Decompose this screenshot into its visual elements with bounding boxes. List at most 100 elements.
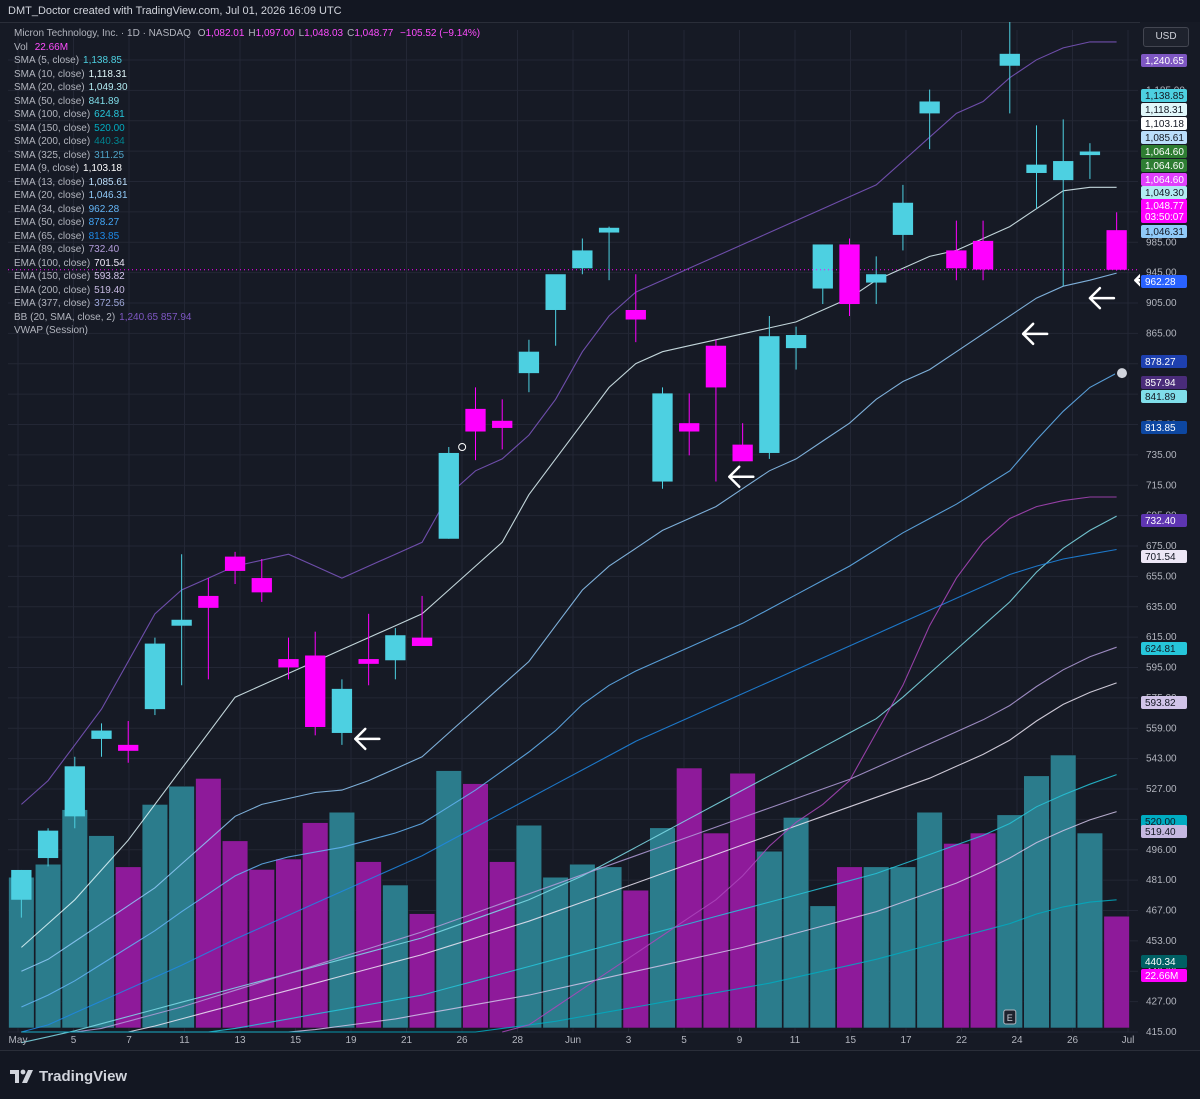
volume-bar <box>489 861 516 1029</box>
arrow-left-icon <box>1021 322 1049 346</box>
volume-bar <box>809 905 836 1029</box>
time-axis: May 5 7 11 13 15 19 21 26 28 Jun 3 5 9 11 15 17 22 24 26 Jul <box>9 1035 1135 1046</box>
legend-item-label: EMA (20, close) <box>14 190 85 201</box>
ohlc-c: C1,048.77 <box>347 28 394 39</box>
ohlc-l: L1,048.03 <box>298 28 344 39</box>
legend-item[interactable]: SMA (150, close) 520.00 <box>14 122 480 136</box>
legend-item-value: 1,085.61 <box>88 176 128 188</box>
legend-item[interactable]: EMA (13, close) 1,085.61 <box>14 176 480 190</box>
price-badge: 1,064.60 <box>1141 159 1187 172</box>
legend-item-label: SMA (5, close) <box>14 55 80 66</box>
legend-item[interactable]: SMA (20, close) 1,049.30 <box>14 81 480 95</box>
legend-item[interactable]: EMA (20, close) 1,046.31 <box>14 189 480 203</box>
price-badge: 1,049.30 <box>1141 186 1187 199</box>
legend-item-value: 519.40 <box>94 284 125 296</box>
candle <box>91 723 112 757</box>
legend-item[interactable]: SMA (50, close) 841.89 <box>14 95 480 109</box>
candle-body <box>251 578 272 593</box>
candle-body <box>866 274 887 283</box>
candle <box>1026 125 1047 209</box>
candle <box>331 679 353 745</box>
candle-body <box>492 420 513 428</box>
legend-item[interactable]: EMA (200, close) 519.40 <box>14 284 480 298</box>
header-bar: DMT_Doctor created with TradingView.com,… <box>0 0 1200 23</box>
price-chart[interactable]: E 1,225.001,185.001,145.001,105.001,065.… <box>0 22 1200 1050</box>
candle <box>545 274 566 346</box>
legend-items: SMA (5, close) 1,138.85 SMA (10, close) 1,1… <box>14 54 480 338</box>
arrow-left-icon <box>354 727 381 751</box>
price-tick-label: 481.00 <box>1146 875 1177 886</box>
legend-item[interactable]: EMA (377, close) 372.56 <box>14 297 480 311</box>
candle <box>892 184 914 251</box>
price-tick-label: 595.00 <box>1146 663 1177 674</box>
volume-bar <box>676 767 703 1029</box>
candle-body <box>545 274 566 310</box>
price-badge-text: 22.66M <box>1145 971 1178 982</box>
legend-item[interactable]: BB (20, SMA, close, 2) 1,240.65 857.94 <box>14 311 480 325</box>
price-tick-label: 985.00 <box>1146 237 1177 248</box>
legend-item[interactable]: EMA (50, close) 878.27 <box>14 216 480 230</box>
legend-item[interactable]: EMA (89, close) 732.40 <box>14 243 480 257</box>
time-tick-label: Jul <box>1122 1035 1135 1046</box>
legend-item[interactable]: EMA (150, close) 593.82 <box>14 270 480 284</box>
price-badge-bg <box>1141 145 1187 158</box>
legend-item[interactable]: SMA (325, close) 311.25 <box>14 149 480 163</box>
legend-item[interactable]: EMA (65, close) 813.85 <box>14 230 480 244</box>
legend-item[interactable]: SMA (5, close) 1,138.85 <box>14 54 480 68</box>
legend-item[interactable]: SMA (100, close) 624.81 <box>14 108 480 122</box>
price-badge-bg <box>1141 186 1187 199</box>
legend-item[interactable]: EMA (9, close) 1,103.18 <box>14 162 480 176</box>
price-badge-bg <box>1141 550 1187 563</box>
legend-item-value: 1,046.31 <box>88 190 128 201</box>
candle-body <box>919 101 940 114</box>
legend-item[interactable]: SMA (10, close) 1,118.31 <box>14 68 480 82</box>
price-badge-text: 624.81 <box>1145 644 1176 655</box>
time-tick-label: 26 <box>456 1035 468 1046</box>
candle-body <box>331 688 353 733</box>
price-badge: 1,048.77 <box>1141 199 1187 212</box>
price-badge-bg <box>1141 103 1187 116</box>
price-tick-label: 675.00 <box>1146 541 1177 552</box>
candle <box>625 274 646 343</box>
line-sma50 <box>21 515 1117 1044</box>
price-tick-label: 559.00 <box>1146 723 1177 734</box>
candle <box>385 628 406 680</box>
volume-bar <box>382 884 409 1029</box>
candle <box>1079 143 1101 179</box>
line-vwap <box>502 496 1117 1033</box>
volume-label: Vol <box>14 41 28 53</box>
legend-item-value: 701.54 <box>94 257 125 269</box>
ohlc-h: H1,097.00 <box>248 28 295 39</box>
currency-button[interactable]: USD <box>1143 27 1189 47</box>
candle <box>679 393 700 456</box>
legend-item-label: SMA (100, close) <box>14 109 91 120</box>
legend-item[interactable]: EMA (34, close) 962.28 <box>14 203 480 217</box>
candle-body <box>1026 164 1047 173</box>
time-tick-label: 11 <box>790 1035 801 1046</box>
candle <box>11 869 32 918</box>
price-tick-label: 715.00 <box>1146 480 1177 491</box>
legend: Micron Technology, Inc. · 1D · NASDAQ O1… <box>14 27 480 338</box>
price-badge: 841.89 <box>1141 390 1187 403</box>
price-badge: 1,046.31 <box>1141 225 1187 238</box>
legend-item[interactable]: VWAP (Session) <box>14 324 480 338</box>
price-tick-label: 415.00 <box>1146 1027 1177 1038</box>
price-badge: 03:50:07 <box>1141 210 1187 223</box>
volume-bar <box>435 770 462 1029</box>
candle-body <box>358 659 379 664</box>
candle-body <box>679 423 700 432</box>
price-badge: 1,240.65 <box>1141 54 1187 67</box>
volume-bar <box>34 863 62 1029</box>
legend-item[interactable]: EMA (100, close) 701.54 <box>14 257 480 271</box>
legend-item-value: 1,103.18 <box>83 163 122 174</box>
candle-body <box>11 869 32 900</box>
time-tick-label: 17 <box>900 1035 912 1046</box>
price-badge: 624.81 <box>1141 642 1187 655</box>
legend-symbol-row: Micron Technology, Inc. · 1D · NASDAQ O1… <box>14 27 480 41</box>
volume-bar <box>889 866 917 1029</box>
candle <box>278 637 299 680</box>
line-sma10 <box>21 186 1117 948</box>
legend-item[interactable]: SMA (200, close) 440.34 <box>14 135 480 149</box>
candle-body <box>518 351 540 374</box>
price-badge-text: 878.27 <box>1145 357 1176 368</box>
